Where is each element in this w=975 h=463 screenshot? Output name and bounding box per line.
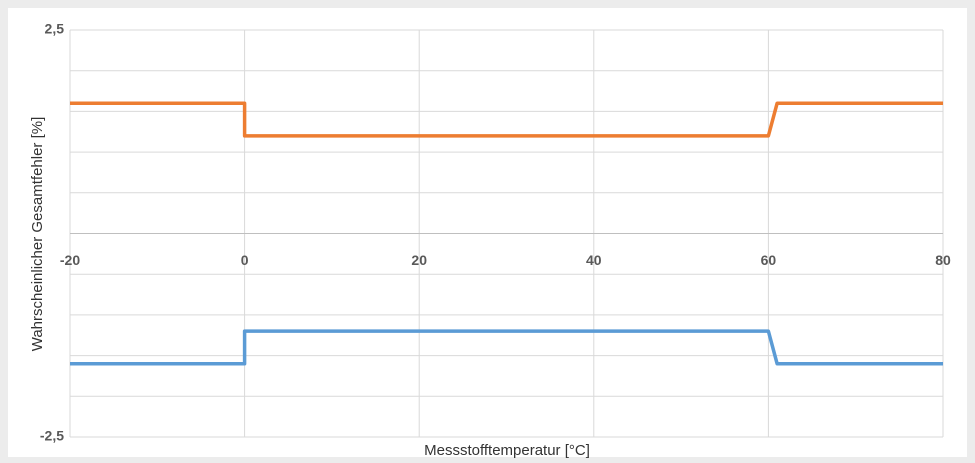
y-tick-label: -2,5: [40, 428, 64, 444]
x-tick-label: 0: [241, 252, 249, 268]
x-axis-title: Messstofftemperatur [°C]: [424, 442, 590, 459]
series-line: [70, 101, 943, 138]
x-tick-label: 20: [411, 252, 427, 268]
lines: [70, 101, 943, 366]
x-tick-label: 40: [586, 252, 602, 268]
chart-background: [8, 8, 967, 457]
x-tick-label: 80: [935, 252, 951, 268]
x-tick-label: -20: [60, 252, 80, 268]
series-line: [70, 329, 943, 366]
y-tick-label: 2,5: [45, 21, 65, 37]
x-tick-label: 60: [761, 252, 777, 268]
y-axis-title: Wahrscheinlicher Gesamtfehler [%]: [29, 117, 46, 352]
grid: -2,5 2,5 -20 0 20 40 60 80: [40, 21, 951, 444]
